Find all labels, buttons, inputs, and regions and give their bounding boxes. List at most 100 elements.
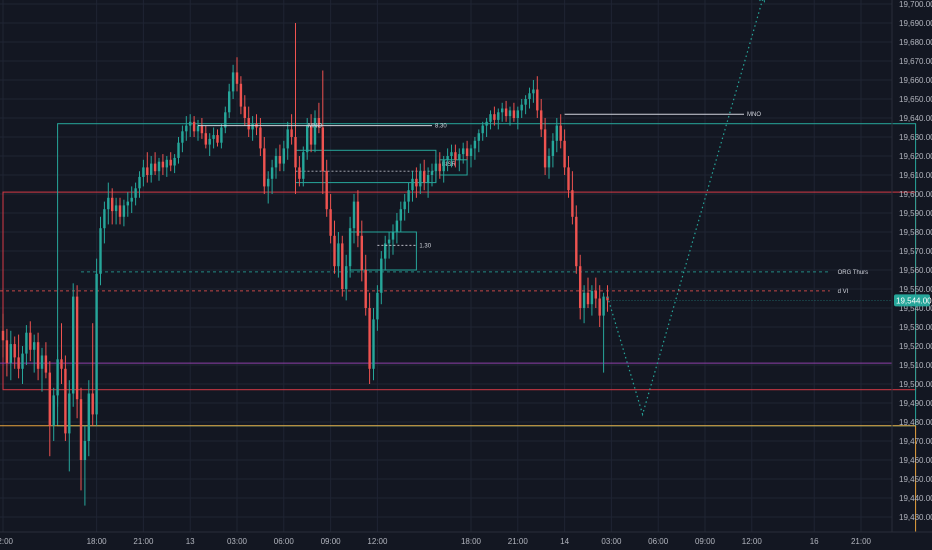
candle-up[interactable] [270,167,274,179]
candle-down[interactable] [235,72,239,84]
candle-down[interactable] [298,167,301,179]
candle-up[interactable] [52,395,55,426]
candle-up[interactable] [220,127,223,143]
candle-down[interactable] [571,190,574,217]
candle-up[interactable] [391,232,395,240]
candle-up[interactable] [305,125,309,153]
drawing-layer-front[interactable]: MNO 8.30 MNO 1.30 [198,0,892,417]
candle-down[interactable] [153,163,157,172]
candle-up[interactable] [9,344,13,364]
candle-down[interactable] [79,399,83,460]
candle-up[interactable] [383,243,387,259]
candle-up[interactable] [99,228,102,274]
candle-down[interactable] [200,125,204,134]
candle-down[interactable] [263,148,266,187]
candle-up[interactable] [446,156,449,160]
candle-up[interactable] [602,296,605,316]
candle-down[interactable] [110,197,114,212]
candle-up[interactable] [547,156,551,168]
candle-up[interactable] [130,197,133,202]
candle-down[interactable] [536,89,539,111]
candle-up[interactable] [107,197,110,210]
candle-down[interactable] [364,270,367,308]
candle-down[interactable] [422,171,426,183]
candle-up[interactable] [500,108,504,113]
candle-up[interactable] [411,178,414,191]
candle-up[interactable] [274,156,278,168]
candle-up[interactable] [134,188,137,198]
candle-down[interactable] [539,110,543,130]
candle-down[interactable] [36,342,40,369]
candle-series[interactable] [1,23,609,506]
candle-up[interactable] [403,201,406,210]
candle-up[interactable] [497,112,500,120]
candle-down[interactable] [559,125,562,141]
candle-up[interactable] [442,159,445,172]
candle-up[interactable] [188,121,192,126]
candle-down[interactable] [575,216,578,267]
candle-down[interactable] [216,135,219,143]
candle-up[interactable] [590,290,594,305]
candle-up[interactable] [87,393,91,442]
candle-up[interactable] [376,292,379,320]
candle-down[interactable] [309,125,313,145]
candle-down[interactable] [321,127,325,172]
price-axis[interactable]: 19,700.00 19,690.00 19,680.00 19,670.00 19,6… [891,0,932,532]
candle-down[interactable] [438,163,442,172]
candle-down[interactable] [64,368,67,434]
candle-down[interactable] [465,148,469,156]
candle-up[interactable] [286,129,289,149]
candle-down[interactable] [368,308,371,369]
candle-up[interactable] [473,140,477,149]
drawing-layer-back[interactable]: ORG Thurs d VI BISR [0,123,917,532]
candle-up[interactable] [231,72,235,92]
candle-up[interactable] [282,148,286,164]
candle-up[interactable] [208,138,211,145]
candle-down[interactable] [1,330,5,341]
candle-down[interactable] [290,129,293,137]
candle-up[interactable] [399,209,403,221]
candle-up[interactable] [508,110,512,117]
candle-up[interactable] [212,135,215,139]
candle-down[interactable] [60,359,63,369]
candle-up[interactable] [481,125,484,134]
candle-down[interactable] [598,298,601,316]
candle-up[interactable] [266,178,270,187]
candle-up[interactable] [71,296,75,394]
candle-down[interactable] [586,292,590,305]
candle-up[interactable] [469,148,473,156]
candle-down[interactable] [504,108,508,117]
candle-up[interactable] [430,171,434,175]
candle-down[interactable] [360,235,364,270]
candle-up[interactable] [458,154,461,160]
candle-up[interactable] [165,159,169,168]
candle-up[interactable] [56,359,59,396]
candle-down[interactable] [594,290,598,299]
candle-up[interactable] [126,201,130,206]
candle-up[interactable] [227,91,231,113]
candle-down[interactable] [243,106,247,118]
candle-up[interactable] [532,89,535,94]
candle-down[interactable] [317,118,321,128]
candle-up[interactable] [122,205,126,217]
candle-up[interactable] [344,266,348,289]
candle-up[interactable] [489,114,492,122]
candle-down[interactable] [356,201,360,236]
candle-down[interactable] [239,83,243,107]
candle-up[interactable] [138,176,141,189]
candle-down[interactable] [48,372,52,426]
candle-up[interactable] [426,175,430,183]
candle-up[interactable] [551,140,555,156]
candle-up[interactable] [555,125,559,141]
candle-down[interactable] [161,161,165,168]
candle-up[interactable] [520,104,523,111]
candle-up[interactable] [142,167,145,177]
candle-up[interactable] [173,157,176,166]
candle-up[interactable] [434,163,438,172]
candle-up[interactable] [181,131,184,143]
candle-up[interactable] [95,273,98,415]
candle-down[interactable] [578,266,582,308]
candle-up[interactable] [528,93,531,99]
candle-up[interactable] [21,353,24,369]
